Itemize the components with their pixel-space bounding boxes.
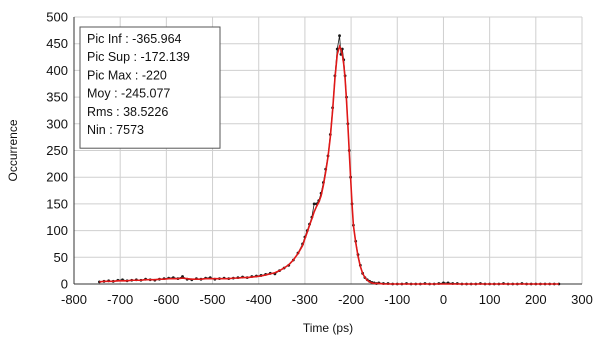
y-tick-label: 350	[46, 90, 68, 105]
x-tick-label: 200	[525, 292, 547, 307]
x-tick-label: -100	[384, 292, 410, 307]
y-tick-label: 400	[46, 63, 68, 78]
x-tick-labels: -800 -700 -600 -500 -400 -300 -200 -100 0 100 200 3…	[61, 292, 593, 307]
stats-line: Pic Max : -220	[87, 68, 167, 82]
stats-line: Nin : 7573	[87, 123, 144, 137]
y-tick-label: 100	[46, 223, 68, 238]
stats-line: Pic Inf : -365.964	[87, 32, 182, 46]
x-tick-label: -400	[246, 292, 272, 307]
y-tick-label: 450	[46, 36, 68, 51]
y-tick-labels: 0 50 100 150 200 250 300 350 400 450 500	[46, 10, 68, 292]
y-tick-label: 300	[46, 116, 68, 131]
data-point	[181, 275, 184, 278]
fit-line	[99, 44, 559, 285]
data-point	[312, 202, 316, 206]
y-tick-label: 200	[46, 170, 68, 185]
x-tick-label: 100	[479, 292, 501, 307]
stats-box-lines: Pic Inf : -365.964 Pic Sup : -172.139 Pic …	[87, 32, 190, 137]
y-tick-label: 50	[54, 250, 68, 265]
stats-line: Rms : 38.5226	[87, 105, 168, 119]
stats-line: Pic Sup : -172.139	[87, 50, 190, 64]
y-tick-label: 150	[46, 196, 68, 211]
x-tick-label: -200	[338, 292, 364, 307]
x-tick-label: 300	[571, 292, 593, 307]
stats-box-frame	[79, 26, 221, 149]
x-tick-label: -800	[61, 292, 87, 307]
y-axis-title: Occurrence	[6, 119, 20, 181]
stats-line: Moy : -245.077	[87, 87, 170, 101]
series-layer	[98, 34, 561, 286]
y-tick-label: 0	[61, 277, 68, 292]
data-point	[338, 34, 341, 38]
y-tick-label: 250	[46, 143, 68, 158]
x-tick-label: -300	[292, 292, 318, 307]
x-tick-label: -600	[153, 292, 179, 307]
stats-box: Pic Inf : -365.964 Pic Sup : -172.139 Pic …	[79, 26, 221, 149]
x-axis-title: Time (ps)	[303, 321, 353, 335]
x-tick-label: -700	[107, 292, 133, 307]
x-tick-label: 0	[440, 292, 447, 307]
x-tick-label: -500	[200, 292, 226, 307]
y-tick-label: 500	[46, 10, 68, 25]
